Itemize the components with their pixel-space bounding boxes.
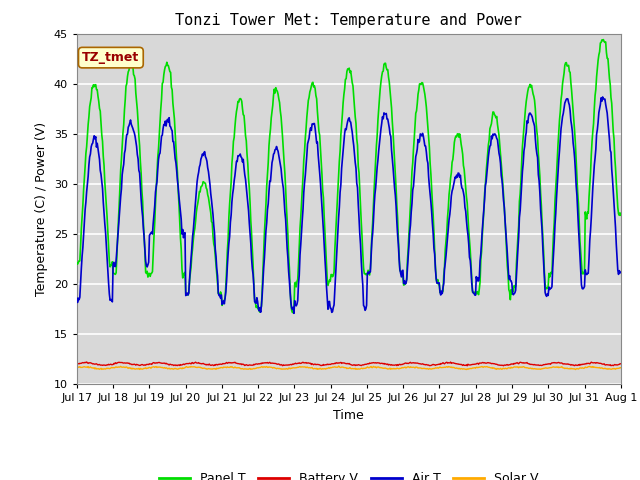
Text: TZ_tmet: TZ_tmet [82, 51, 140, 64]
Legend: Panel T, Battery V, Air T, Solar V: Panel T, Battery V, Air T, Solar V [154, 468, 544, 480]
X-axis label: Time: Time [333, 408, 364, 421]
Title: Tonzi Tower Met: Temperature and Power: Tonzi Tower Met: Temperature and Power [175, 13, 522, 28]
Y-axis label: Temperature (C) / Power (V): Temperature (C) / Power (V) [35, 122, 48, 296]
